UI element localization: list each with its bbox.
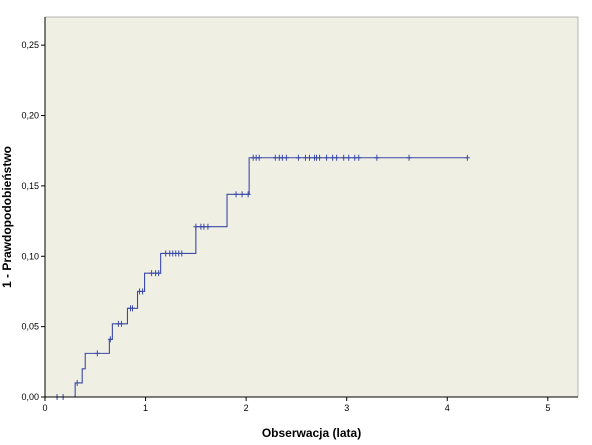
x-tick-label: 3 (344, 403, 349, 413)
censor-mark (74, 379, 80, 386)
censor-mark (324, 154, 330, 161)
y-tick-label: 0,25 (21, 40, 39, 50)
censor-mark (283, 154, 289, 161)
censor-mark (179, 250, 185, 257)
axes-layer: 0,00 0,05 0,10 0,15 0,20 0,25 0 1 2 3 4 5 (21, 17, 578, 413)
censor-mark (334, 154, 340, 161)
x-tick-label: 5 (545, 403, 550, 413)
censor-mark (406, 154, 412, 161)
x-tick-label: 4 (445, 403, 450, 413)
y-tick-label: 0,00 (21, 392, 39, 402)
x-tick-label: 0 (42, 403, 47, 413)
censor-mark (245, 191, 251, 198)
censor-mark (233, 191, 239, 198)
y-axis-title: 1 - Prawdopodobieństwo (0, 146, 14, 288)
x-axis-title: Obserwacja (lata) (262, 426, 361, 440)
censor-mark (239, 191, 245, 198)
y-tick-label: 0,05 (21, 322, 39, 332)
censor-mark (374, 154, 380, 161)
censor-mark (193, 223, 199, 230)
x-tick-label: 1 (143, 403, 148, 413)
censor-mark (317, 154, 323, 161)
censor-mark (129, 305, 135, 312)
censor-mark (107, 336, 113, 343)
y-tick-label: 0,15 (21, 181, 39, 191)
censor-mark (341, 154, 347, 161)
censor-mark (156, 270, 162, 277)
censor-mark (356, 154, 362, 161)
censor-mark (140, 288, 146, 295)
censor-mark (94, 350, 100, 357)
y-tick-label: 0,10 (21, 251, 39, 261)
censor-mark (118, 320, 124, 327)
x-tick-label: 2 (244, 403, 249, 413)
series-layer (45, 154, 470, 400)
censor-mark (464, 154, 470, 161)
censor-mark (205, 223, 211, 230)
plot-area (44, 16, 579, 398)
y-tick-label: 0,20 (21, 111, 39, 121)
censor-mark (346, 154, 352, 161)
censor-mark (306, 154, 312, 161)
censor-mark (295, 154, 301, 161)
censor-mark (256, 154, 262, 161)
